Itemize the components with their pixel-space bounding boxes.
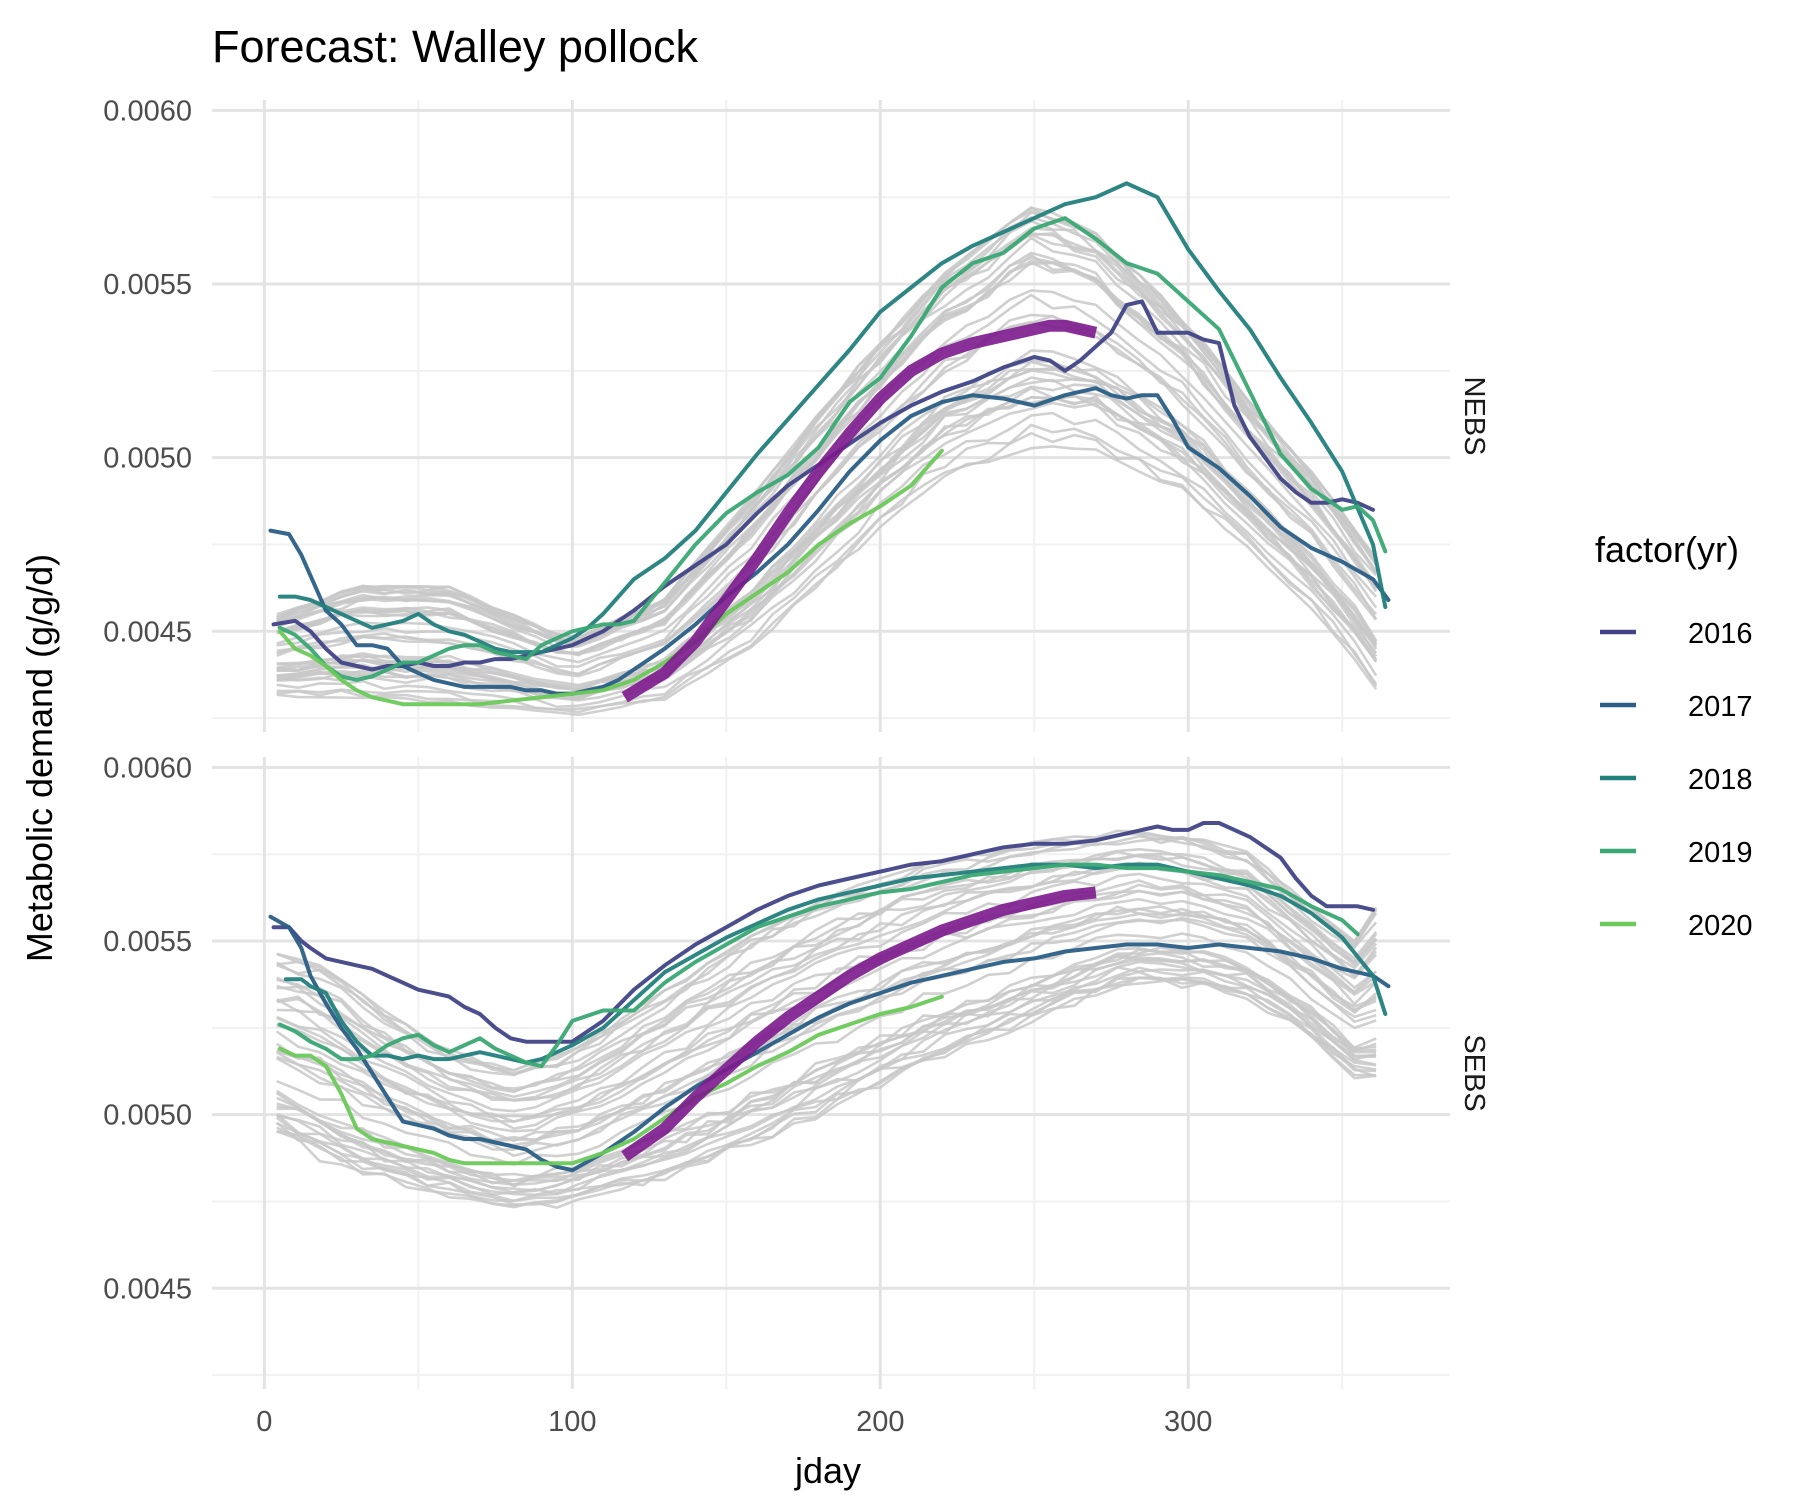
historical-line [276, 958, 1377, 1192]
legend-label-2016: 2016 [1688, 618, 1753, 650]
y-tick-label: 0.0055 [103, 926, 192, 958]
legend-title: factor(yr) [1595, 529, 1739, 570]
historical-line [276, 872, 1378, 1113]
strip-label-sebs: SEBS [1458, 1034, 1490, 1111]
strip-label-nebs: NEBS [1458, 377, 1490, 456]
series-line-2019 [277, 862, 1360, 1069]
panels: 0.0045 0.0050 0.0055 0.0060 NEBS 0.0045 0.0050… [103, 95, 1490, 1438]
panel-nebs: 0.0045 0.0050 0.0055 0.0060 NEBS [103, 95, 1490, 732]
historical-lines [275, 829, 1378, 1210]
historical-line [276, 233, 1378, 646]
chart-title: Forecast: Walley pollock [212, 21, 698, 72]
historical-line [276, 955, 1377, 1187]
historical-lines [276, 206, 1378, 717]
historical-line [275, 966, 1377, 1196]
series-line-2016 [271, 821, 1375, 1044]
historical-line [276, 256, 1378, 655]
series-line-2019 [277, 216, 1388, 682]
series-line-2020 [277, 994, 944, 1166]
forecast-line [621, 319, 1098, 703]
historical-line [276, 834, 1378, 1075]
x-tick-label: 0 [256, 1406, 272, 1438]
panel-sebs: 0.0045 0.0050 0.0055 0.0060 SEBS [103, 752, 1490, 1389]
x-tick-label: 300 [1164, 1406, 1212, 1438]
legend-label-2017: 2017 [1688, 691, 1753, 723]
legend: factor(yr) 2016 2017 2018 2019 2020 [1595, 529, 1753, 942]
legend-label-2019: 2019 [1688, 837, 1753, 869]
y-tick-label: 0.0060 [103, 752, 192, 784]
historical-line [276, 976, 1377, 1210]
x-tick-labels: 0 100 200 300 [256, 1406, 1212, 1438]
minor-gridlines [212, 757, 1450, 1389]
y-tick-label: 0.0050 [103, 443, 192, 475]
series-line-2020 [277, 448, 944, 707]
x-axis-title: jday [794, 1450, 861, 1491]
historical-line [276, 369, 1378, 692]
historical-line [276, 236, 1378, 649]
forecast-line [621, 886, 1097, 1162]
series-line-2017 [268, 386, 1391, 696]
historical-line [276, 395, 1378, 699]
historical-line [276, 232, 1378, 648]
y-tick-label: 0.0045 [103, 616, 192, 648]
historical-line [276, 879, 1377, 1118]
historical-line [276, 411, 1378, 709]
historical-line [276, 349, 1378, 687]
historical-line [276, 976, 1377, 1206]
y-tick-label: 0.0055 [103, 269, 192, 301]
x-tick-label: 100 [548, 1406, 596, 1438]
historical-line [276, 259, 1378, 657]
series-line-2017 [268, 914, 1391, 1173]
y-tick-label: 0.0060 [103, 95, 192, 127]
historical-line [276, 912, 1377, 1147]
historical-line [276, 423, 1378, 711]
series-line-2018 [277, 181, 1388, 655]
y-axis-title: Metabolic demand (g/g/d) [19, 554, 60, 962]
historical-line [276, 863, 1378, 1102]
historical-line [276, 216, 1378, 644]
historical-line [276, 850, 1378, 1094]
historical-line [276, 918, 1377, 1158]
historical-line [276, 883, 1377, 1123]
y-tick-label: 0.0045 [103, 1273, 192, 1305]
y-tick-label: 0.0050 [103, 1100, 192, 1132]
x-tick-label: 200 [856, 1406, 904, 1438]
legend-label-2020: 2020 [1688, 910, 1753, 942]
legend-label-2018: 2018 [1688, 764, 1753, 796]
historical-line [276, 948, 1377, 1188]
historical-line [276, 832, 1378, 1077]
historical-line [276, 313, 1378, 676]
series-line-2018 [283, 862, 1388, 1065]
historical-line [276, 932, 1377, 1166]
